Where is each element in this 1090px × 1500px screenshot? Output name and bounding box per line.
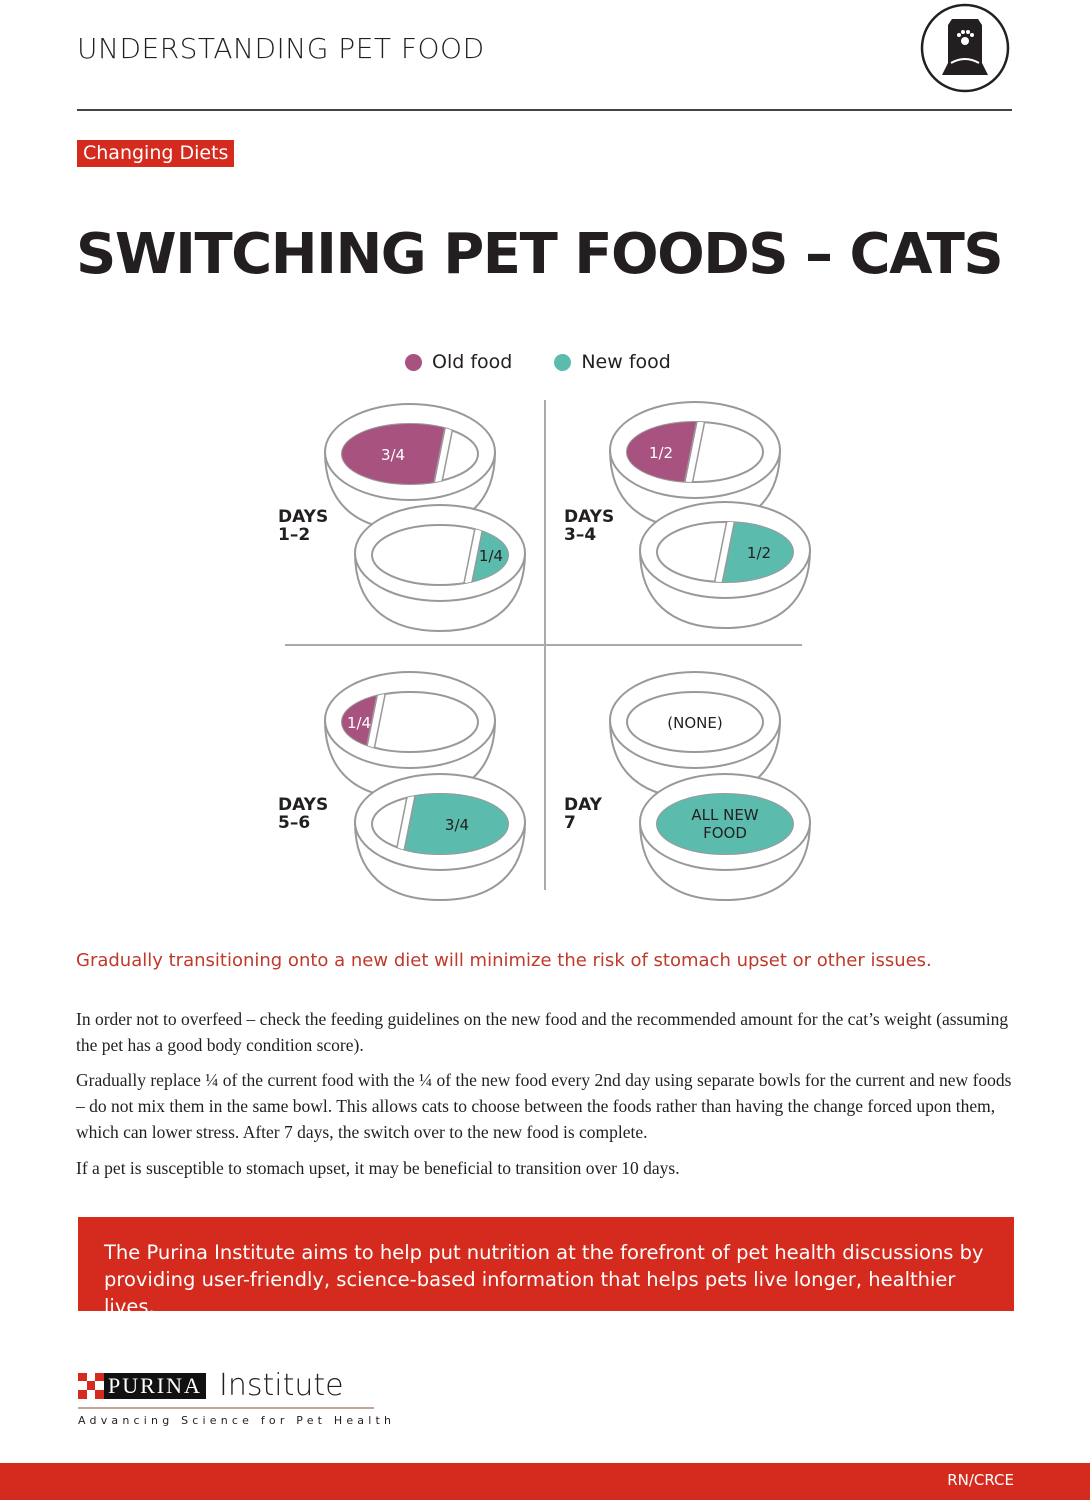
legend-label: Old food (432, 351, 513, 373)
portion-label: ALL NEW (691, 806, 758, 824)
header-divider (77, 109, 1012, 111)
page-title: SWITCHING PET FOODS – CATS (76, 222, 1004, 287)
logo-divider (78, 1407, 374, 1409)
legend-item-old: Old food (405, 351, 512, 373)
food-portion (657, 794, 793, 854)
purina-institute-logo: PURINA Institute Advancing Science for P… (78, 1368, 395, 1427)
portion-label: 3/4 (445, 816, 469, 834)
checkerboard-icon (78, 1372, 104, 1399)
portion-label: 1/2 (649, 444, 673, 462)
stage-label: DAYS (564, 507, 614, 527)
new-food-swatch (554, 353, 572, 371)
old-food-swatch (405, 353, 422, 371)
portion-label: 1/2 (747, 544, 771, 562)
paragraph: In order not to overfeed – check the fee… (76, 1009, 1009, 1055)
logo-tagline: Advancing Science for Pet Health (78, 1414, 396, 1427)
stage-label: 5–6 (278, 813, 310, 833)
portion-label: 3/4 (381, 446, 405, 464)
pet-food-bag-icon (920, 3, 1010, 93)
lead-text: Gradually transitioning onto a new diet … (76, 950, 932, 971)
category-tag: Changing Diets (77, 140, 235, 167)
mission-banner: The Purina Institute aims to help put nu… (78, 1217, 1014, 1318)
purina-wordmark: PURINA (78, 1372, 206, 1399)
header-title: UNDERSTANDING PET FOOD (77, 32, 485, 65)
portion-label: (NONE) (667, 714, 722, 732)
paragraph: If a pet is susceptible to stomach upset… (76, 1158, 680, 1178)
stage-label: 1–2 (278, 525, 310, 545)
legend-label: New food (581, 351, 671, 373)
stage-label: DAY (564, 795, 603, 815)
stage-label: DAYS (278, 507, 328, 527)
stage-label: 3–4 (564, 525, 596, 545)
footer-code: RN/CRCE (947, 1471, 1014, 1489)
legend: Old food New food (405, 351, 671, 373)
portion-label: FOOD (703, 824, 747, 842)
new-food-bowl: 1/4 (353, 504, 527, 633)
legend-item-new: New food (554, 351, 671, 373)
logo-name: Institute (219, 1368, 344, 1403)
stage-label: DAYS (278, 795, 328, 815)
new-food-bowl: 1/2 (638, 501, 812, 630)
footer-bar (0, 1463, 1090, 1500)
portion-label: 1/4 (479, 547, 503, 565)
paragraph: Gradually replace ¼ of the current food … (76, 1070, 1012, 1142)
new-food-bowl: 3/4 (353, 773, 527, 902)
stage-label: 7 (564, 813, 576, 833)
old-food-bowl: (NONE) (608, 671, 782, 800)
portion-label: 1/4 (347, 714, 371, 732)
